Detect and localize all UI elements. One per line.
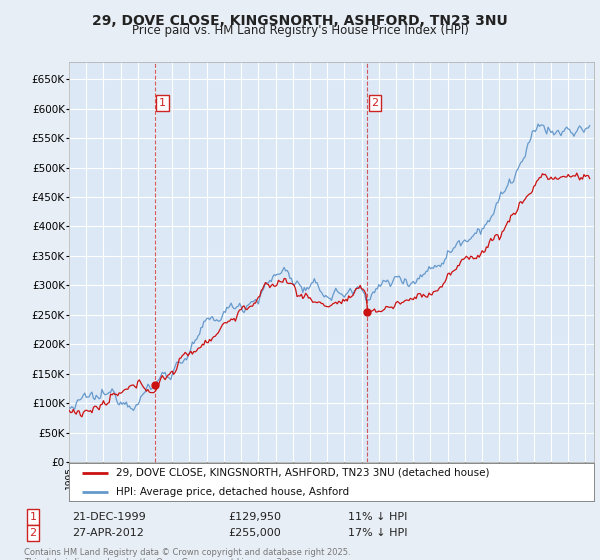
Text: 1: 1 xyxy=(29,512,37,522)
Text: 17% ↓ HPI: 17% ↓ HPI xyxy=(348,528,407,538)
Text: 29, DOVE CLOSE, KINGSNORTH, ASHFORD, TN23 3NU: 29, DOVE CLOSE, KINGSNORTH, ASHFORD, TN2… xyxy=(92,14,508,28)
Text: HPI: Average price, detached house, Ashford: HPI: Average price, detached house, Ashf… xyxy=(116,487,349,497)
Text: 11% ↓ HPI: 11% ↓ HPI xyxy=(348,512,407,522)
Text: 1: 1 xyxy=(159,98,166,108)
Text: 2: 2 xyxy=(371,98,379,108)
Text: 27-APR-2012: 27-APR-2012 xyxy=(72,528,144,538)
Text: £129,950: £129,950 xyxy=(228,512,281,522)
Text: 2: 2 xyxy=(29,528,37,538)
Text: 21-DEC-1999: 21-DEC-1999 xyxy=(72,512,146,522)
Text: Contains HM Land Registry data © Crown copyright and database right 2025.
This d: Contains HM Land Registry data © Crown c… xyxy=(24,548,350,560)
Text: £255,000: £255,000 xyxy=(228,528,281,538)
Text: Price paid vs. HM Land Registry's House Price Index (HPI): Price paid vs. HM Land Registry's House … xyxy=(131,24,469,36)
Text: 29, DOVE CLOSE, KINGSNORTH, ASHFORD, TN23 3NU (detached house): 29, DOVE CLOSE, KINGSNORTH, ASHFORD, TN2… xyxy=(116,468,490,478)
